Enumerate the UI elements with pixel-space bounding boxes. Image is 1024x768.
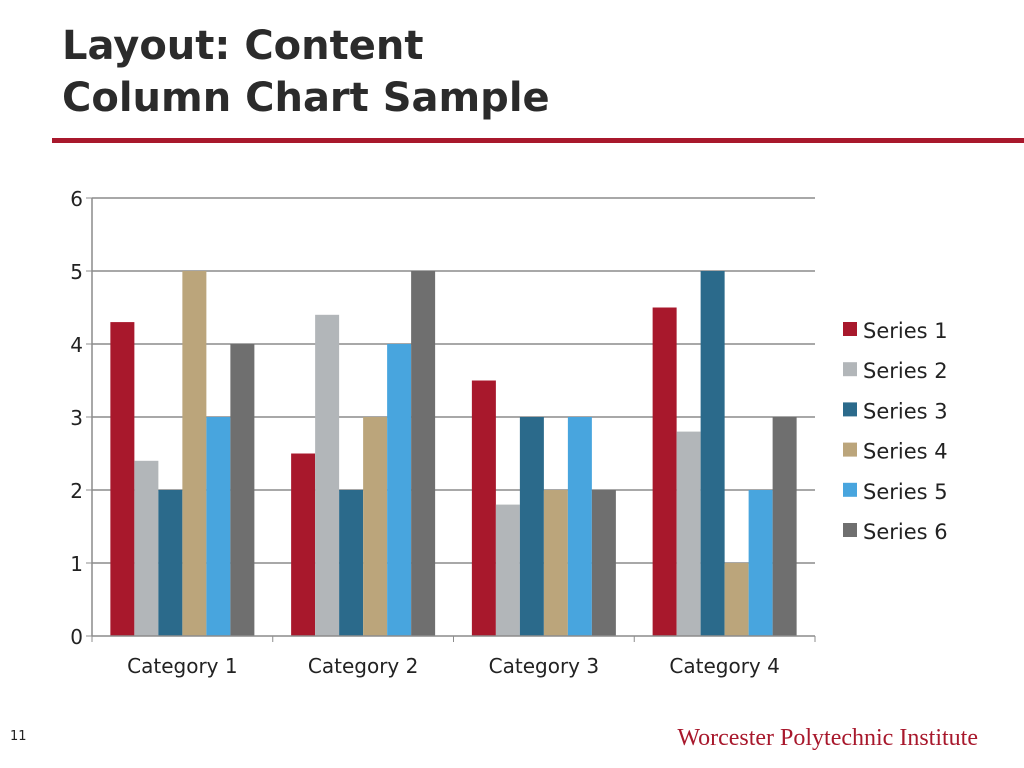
bar-series-2-category-1 [134, 460, 159, 636]
bar-series-6-category-1 [230, 344, 255, 636]
bar-series-3-category-2 [339, 490, 364, 636]
legend-swatch-series-1 [843, 322, 857, 336]
bar-series-5-category-3 [567, 417, 592, 636]
bar-series-1-category-1 [110, 322, 135, 636]
bar-series-4-category-1 [182, 271, 207, 636]
legend-label-series-2: Series 2 [863, 359, 948, 383]
y-tick-label: 2 [70, 479, 83, 503]
bar-series-6-category-3 [591, 490, 616, 636]
legend-label-series-1: Series 1 [863, 319, 948, 343]
institution-name: Worcester Polytechnic Institute [677, 725, 978, 751]
bar-series-2-category-2 [315, 314, 340, 636]
bar-series-6-category-4 [772, 417, 797, 636]
bar-series-3-category-1 [158, 490, 183, 636]
y-tick-label: 1 [70, 552, 83, 576]
y-tick-label: 5 [70, 260, 83, 284]
x-category-label: Category 1 [127, 654, 237, 678]
bar-series-3-category-3 [519, 417, 544, 636]
bar-series-1-category-2 [291, 453, 316, 636]
legend-label-series-4: Series 4 [863, 440, 948, 464]
bar-series-5-category-4 [748, 490, 773, 636]
x-category-label: Category 2 [308, 654, 418, 678]
bar-series-6-category-2 [411, 271, 436, 636]
bar-series-5-category-1 [206, 417, 231, 636]
slide-title-line-2: Column Chart Sample [62, 75, 550, 121]
bar-series-4-category-4 [724, 563, 749, 636]
page-number: 11 [10, 729, 27, 744]
legend-swatch-series-6 [843, 523, 857, 537]
legend-swatch-series-2 [843, 362, 857, 377]
y-tick-label: 6 [70, 187, 83, 211]
y-tick-label: 4 [70, 333, 83, 357]
legend-swatch-series-3 [843, 402, 857, 417]
y-tick-label: 0 [70, 625, 83, 649]
legend-label-series-5: Series 5 [863, 480, 948, 504]
x-category-label: Category 3 [489, 654, 599, 678]
bar-series-2-category-4 [676, 431, 701, 636]
bar-series-3-category-4 [700, 271, 725, 636]
legend-swatch-series-4 [843, 442, 857, 457]
bar-series-4-category-3 [543, 490, 568, 636]
bar-series-1-category-4 [652, 307, 677, 636]
bar-series-5-category-2 [387, 344, 412, 636]
legend-label-series-6: Series 6 [863, 520, 948, 544]
slide-title-line-1: Layout: Content [62, 23, 424, 69]
bar-series-2-category-3 [495, 504, 520, 636]
bar-series-1-category-3 [471, 380, 496, 636]
x-category-label: Category 4 [669, 654, 779, 678]
slide-title: Layout: Content Column Chart Sample [62, 20, 962, 124]
legend-label-series-3: Series 3 [863, 399, 948, 423]
y-tick-label: 3 [70, 406, 83, 430]
title-divider [52, 138, 1024, 143]
bar-series-4-category-2 [363, 417, 388, 636]
legend-swatch-series-5 [843, 482, 857, 497]
